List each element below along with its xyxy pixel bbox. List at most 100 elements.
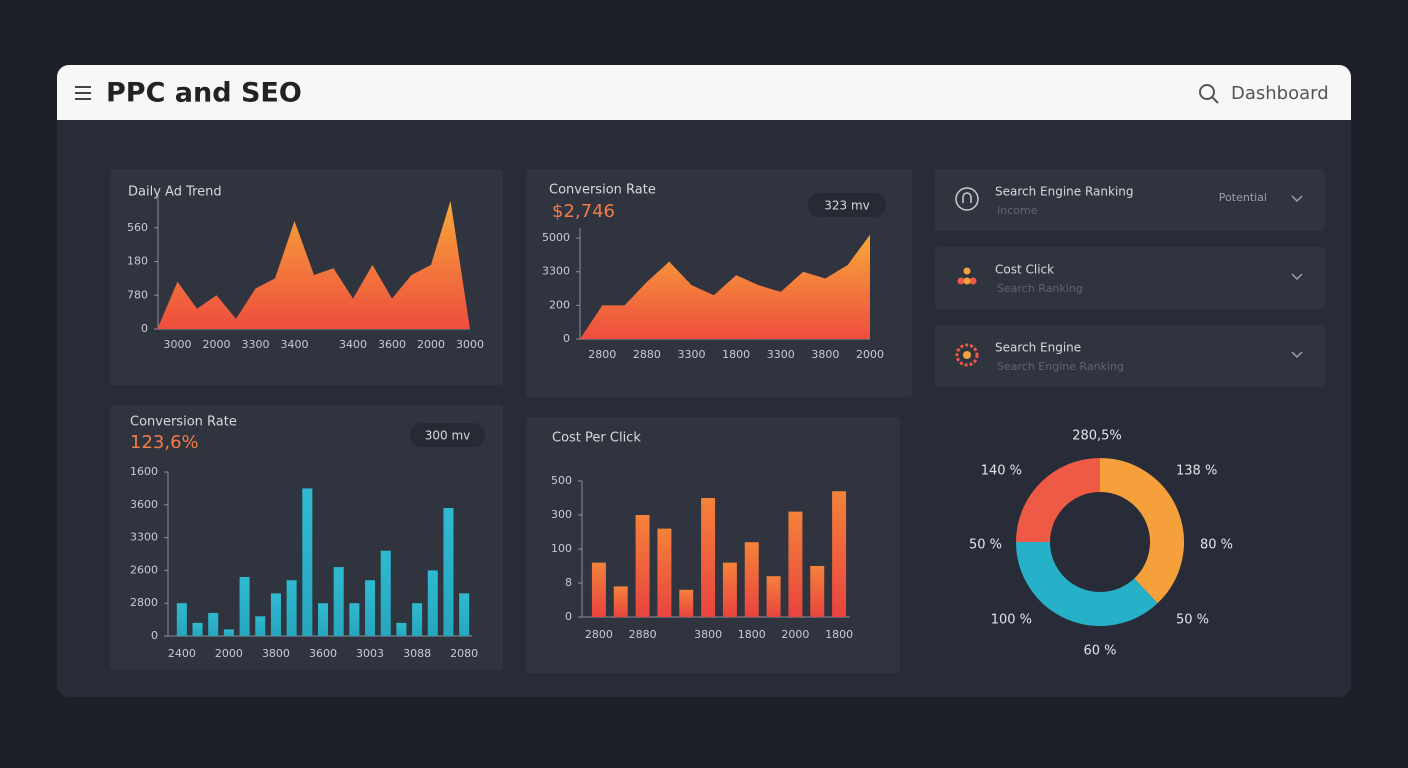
x-tick-label: 2000 [856,348,884,361]
x-tick-label: 3400 [281,338,309,351]
list-tag: Potential [1219,191,1267,204]
x-tick-label: 3300 [242,338,270,351]
x-tick-label: 1800 [738,628,766,641]
donut-label: 60 % [1083,644,1116,659]
list-title: Search Engine [995,341,1081,355]
bar [459,593,470,636]
list-subtitle: Search Engine Ranking [997,360,1124,373]
bar [412,603,423,636]
x-tick-label: 3300 [767,348,795,361]
icon [957,277,965,285]
list-title: Search Engine Ranking [995,185,1134,199]
list-item[interactable] [935,169,1325,231]
x-tick-label: 1800 [722,348,750,361]
search-icon[interactable] [1199,84,1219,104]
donut-label: 100 % [991,613,1032,628]
bar [380,550,391,636]
bar [744,542,759,617]
panel-title: Cost Per Click [552,431,641,446]
bar [832,491,847,617]
badge [808,193,886,217]
bar [317,603,329,636]
y-tick-label: 1600 [130,465,158,478]
y-tick-label: 300 [551,508,572,521]
panel-title: Conversion Rate [549,183,656,198]
x-tick-label: 3003 [356,647,384,660]
x-tick-label: 2800 [588,348,616,361]
donut-segment [1099,458,1184,604]
bar [766,576,781,617]
x-tick-label: 3600 [309,647,337,660]
y-tick-label: 3300 [542,265,570,278]
bar [176,603,187,636]
search-label[interactable]: Dashboard [1231,83,1329,104]
x-tick-label: 3000 [456,338,484,351]
bar [427,570,438,636]
list-item[interactable] [935,247,1325,309]
y-tick-label: 0 [565,610,572,623]
bar [613,586,628,617]
x-tick-label: 2400 [168,647,196,660]
y-tick-label: 2600 [130,563,158,576]
x-tick-label: 3600 [378,338,406,351]
y-tick-label: 500 [551,474,572,487]
panel [526,169,912,397]
icon [963,351,971,359]
badge-label: 323 mv [824,199,870,213]
bar [635,515,650,617]
bar [679,589,694,617]
badge-label: 300 mv [425,429,471,443]
bar [333,567,344,636]
area [580,234,870,339]
kpi: 123,6% [130,432,199,453]
y-tick-label: 8 [565,576,572,589]
bar [255,616,266,636]
header-title: PPC and SEO [106,78,302,109]
donut-label: 280,5% [1072,429,1122,444]
chevron[interactable] [1291,273,1303,281]
x-tick-label: 3800 [262,647,290,660]
y-tick-label: 0 [151,629,158,642]
x-tick-label: 2880 [629,628,657,641]
kpi: $2,746 [552,201,615,222]
x-tick-label: 3088 [403,647,431,660]
chevron[interactable] [1291,195,1303,203]
bar [239,576,250,636]
list-item[interactable] [935,325,1325,387]
bar [208,613,219,636]
bar [657,528,672,617]
chevron[interactable] [1291,351,1303,359]
icon [955,187,979,211]
x-tick-label: 3400 [339,338,367,351]
y-tick-label: 100 [551,542,572,555]
bar [722,562,737,617]
icon [969,277,977,285]
x-tick-label: 2800 [585,628,613,641]
icon [963,277,971,285]
bar [223,629,234,636]
bar [788,511,803,617]
panel-title: Daily Ad Trend [128,185,222,200]
y-tick-label: 5000 [542,231,570,244]
y-tick-label: 180 [127,255,148,268]
bar [701,498,716,617]
x-tick-label: 3000 [164,338,192,351]
x-tick-label: 2880 [633,348,661,361]
y-tick-label: 0 [141,322,148,335]
panel-title: Conversion Rate [130,415,237,430]
donut-label: 80 % [1200,538,1233,553]
donut-label: 138 % [1176,464,1217,479]
bar [443,508,454,636]
bar [270,593,281,636]
menu-icon[interactable] [75,86,91,100]
y-tick-label: 780 [127,288,148,301]
list-subtitle: Search Ranking [997,282,1083,295]
donut-label: 50 % [1176,613,1209,628]
icon [955,343,979,367]
bar [810,566,825,617]
donut-segment [1016,541,1158,626]
donut-segment [1016,458,1101,543]
x-tick-label: 2000 [417,338,445,351]
x-tick-label: 3800 [694,628,722,641]
